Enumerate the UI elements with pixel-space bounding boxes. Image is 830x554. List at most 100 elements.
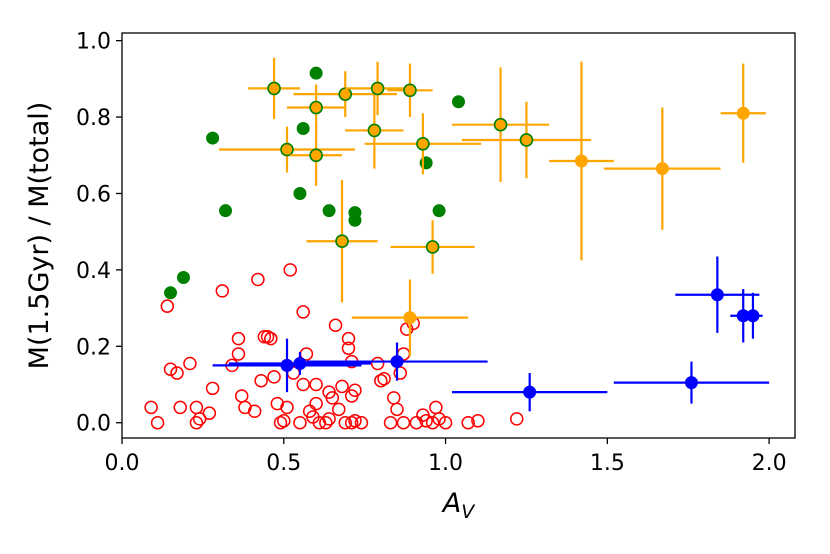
orange-point (736, 106, 750, 120)
red-open-point (328, 318, 343, 333)
orange-point (519, 133, 534, 147)
red-open-point (348, 414, 362, 428)
green-point (219, 204, 233, 218)
red-open-point (215, 284, 230, 298)
red-open-point (293, 415, 307, 430)
green-point (348, 206, 362, 220)
green-point (206, 131, 220, 145)
blue-point (523, 385, 537, 399)
red-open-point (338, 415, 353, 430)
red-open-point (341, 331, 356, 346)
x-tick-label: 0.0 (105, 451, 140, 476)
x-tick-label: 0.5 (266, 451, 301, 476)
red-open-point (387, 391, 401, 405)
x-tick-label: 2.0 (752, 451, 787, 476)
red-open-point (325, 391, 340, 405)
red-open-point (254, 373, 268, 388)
x-tick-label: 1.0 (428, 451, 463, 476)
green-point (322, 204, 336, 218)
red-open-point (273, 415, 288, 430)
red-open-point (231, 347, 246, 361)
red-open-point (173, 400, 187, 415)
red-open-point (189, 415, 204, 430)
red-open-point (383, 415, 398, 430)
red-open-point (251, 272, 265, 287)
orange-point (367, 123, 382, 138)
red-open-point (202, 406, 217, 420)
x-axis-label: AV (441, 488, 476, 523)
orange-point (309, 148, 323, 163)
red-open-point (160, 299, 175, 313)
red-open-point (296, 377, 310, 392)
blue-point (293, 356, 307, 370)
red-open-point (144, 400, 158, 415)
red-open-point (192, 412, 207, 426)
y-tick-label: 0.0 (76, 412, 111, 437)
red-open-point (390, 402, 404, 417)
orange-point (425, 240, 440, 254)
red-open-point (309, 396, 323, 411)
red-open-point (322, 412, 336, 426)
red-open-point (344, 415, 359, 430)
y-axis-label: M(1.5Gyr) / M(total) (24, 102, 55, 370)
red-open-point (264, 331, 278, 346)
red-open-point (348, 383, 362, 397)
x-tick-label: 1.5 (590, 451, 625, 476)
blue-point (684, 376, 698, 390)
green-point (293, 186, 307, 200)
orange-point (655, 162, 669, 176)
red-open-point (335, 379, 349, 394)
red-open-point (170, 366, 184, 380)
x-axis: 0.0 0.5 1.0 1.5 2.0 (105, 438, 787, 476)
y-tick-label: 0.4 (76, 259, 111, 284)
red-open-point (396, 415, 411, 430)
red-open-point (471, 414, 485, 428)
red-open-point (234, 389, 249, 403)
red-open-point (277, 414, 291, 428)
green-point (309, 66, 323, 80)
red-open-point (267, 370, 281, 384)
red-open-point (205, 381, 220, 396)
orange-point (416, 137, 430, 151)
green-point (176, 271, 190, 285)
red-open-point (319, 415, 333, 430)
green-point (452, 95, 465, 109)
red-open-point (296, 305, 310, 319)
red-open-point (370, 356, 385, 371)
red-open-point (257, 330, 272, 344)
orange-point (403, 311, 417, 325)
red-open-point (309, 377, 323, 392)
plot-frame (121, 32, 796, 439)
orange-point (338, 87, 353, 101)
orange-point (370, 81, 385, 96)
y-axis: 0.0 0.2 0.4 0.6 0.8 1.0 (76, 30, 122, 437)
x-axis-label-sub: V (461, 501, 476, 523)
y-tick-label: 0.6 (76, 182, 111, 207)
orange-point (267, 81, 281, 96)
red-open-point (183, 356, 197, 371)
orange-point (280, 142, 294, 157)
red-open-point (432, 412, 446, 426)
red-open-point (260, 330, 275, 344)
red-open-point (332, 402, 346, 417)
red-open-point (283, 263, 297, 277)
red-open-point (354, 415, 369, 430)
green-point (296, 122, 310, 136)
orange-point (574, 154, 588, 168)
blue-point (280, 358, 294, 372)
orange-point (493, 117, 508, 132)
orange-point (309, 100, 323, 115)
red-open-point (189, 400, 204, 415)
orange-point (403, 83, 417, 98)
red-open-point (163, 362, 178, 376)
data-layer (144, 57, 770, 430)
red-open-point (429, 400, 443, 415)
red-open-point (419, 414, 433, 428)
y-tick-label: 0.2 (76, 335, 111, 360)
orange-point (335, 234, 349, 249)
red-open-point (247, 404, 262, 419)
x-axis-label-main: A (441, 488, 461, 519)
red-open-point (341, 341, 356, 355)
